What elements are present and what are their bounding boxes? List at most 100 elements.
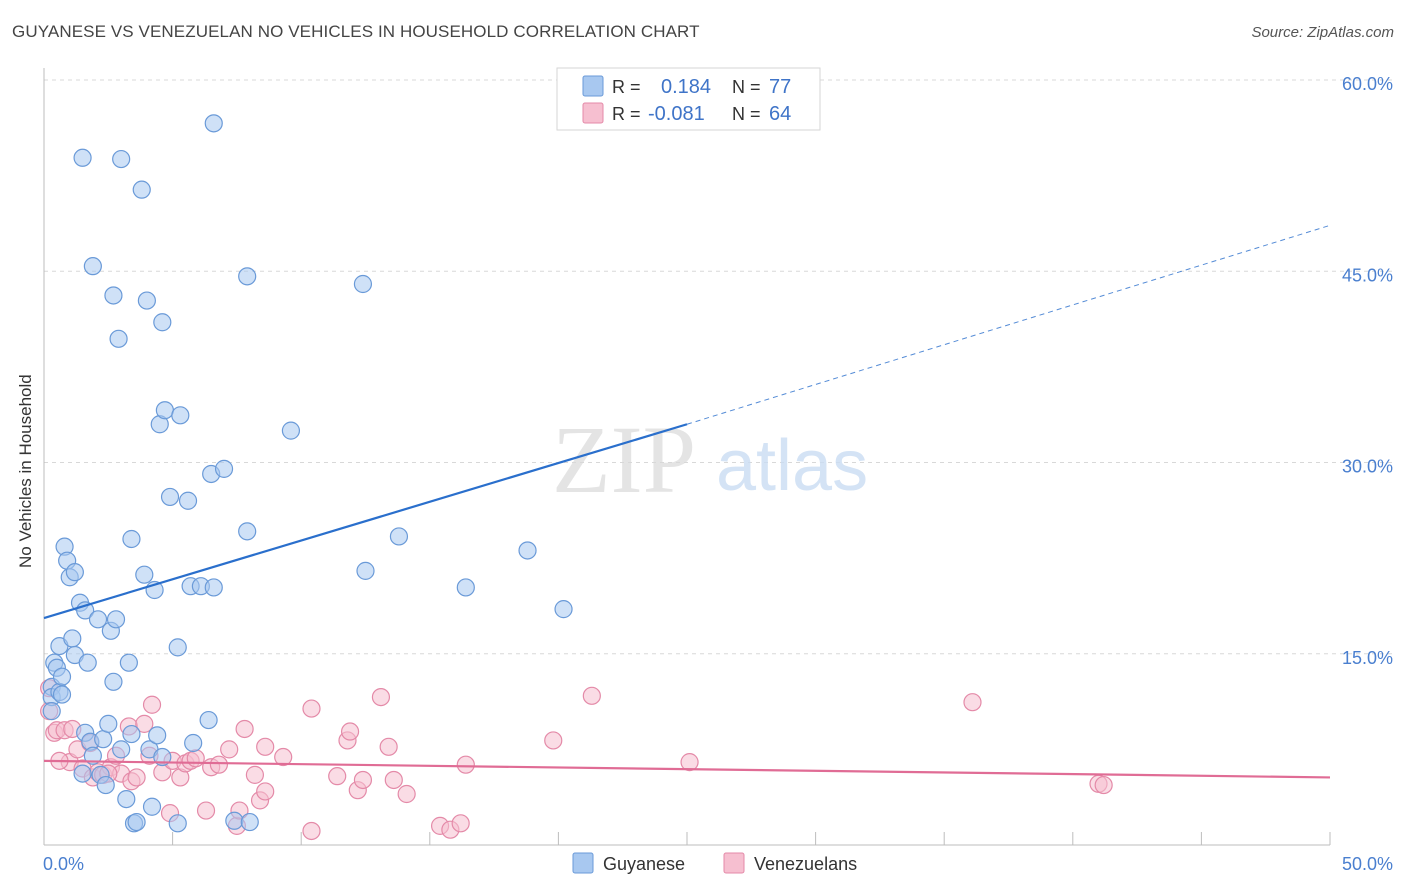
guyanese-point <box>94 730 113 749</box>
guyanese-point <box>96 775 115 795</box>
venezuelan-point <box>680 753 699 772</box>
guyanese-point <box>42 702 61 721</box>
guyanese-point <box>353 274 373 294</box>
guyanese-point <box>65 563 84 582</box>
guyanese-point <box>204 578 223 597</box>
guyanese-point <box>83 257 102 276</box>
venezuelan-point <box>384 770 403 790</box>
legend-n-value-venezuelan: 64 <box>769 103 791 125</box>
x-tick-label: 50.0% <box>1342 854 1393 874</box>
venezuelan-point <box>235 719 254 739</box>
bottom-swatch-venezuelan <box>723 852 745 874</box>
guyanese-point <box>389 527 409 546</box>
guyanese-point <box>518 541 537 560</box>
venezuelan-point <box>209 755 228 774</box>
y-tick-label: 60.0% <box>1342 74 1393 94</box>
y-tick-labels: 15.0% 30.0% 45.0% 60.0% <box>1342 74 1393 668</box>
watermark-atlas: atlas <box>716 426 868 506</box>
venezuelan-point <box>451 814 470 833</box>
legend-r-value-guyanese: 0.184 <box>661 76 711 98</box>
venezuelan-point <box>456 755 475 774</box>
legend-n-value-guyanese: 77 <box>769 76 791 98</box>
guyanese-point <box>184 733 203 753</box>
legend-r-value-venezuelan: -0.081 <box>648 103 705 125</box>
chart-source: Source: ZipAtlas.com <box>1251 24 1394 41</box>
guyanese-trend-line <box>43 423 688 620</box>
guyanese-point <box>104 286 123 305</box>
guyanese-point <box>168 814 187 833</box>
guyanese-point <box>73 148 92 167</box>
guyanese-point <box>142 797 162 816</box>
guyanese-point <box>122 724 141 744</box>
venezuelan-point <box>328 767 347 786</box>
venezuelan-point <box>371 687 391 707</box>
guyanese-point <box>119 653 138 672</box>
venezuelan-point <box>302 699 321 718</box>
guyanese-point <box>83 746 102 765</box>
legend-r-label-venezuelan: R = <box>612 104 641 124</box>
legend-n-label-guyanese: N = <box>732 77 761 97</box>
venezuelan-point <box>256 782 275 801</box>
x-tick-label: 0.0% <box>43 854 84 874</box>
guyanese-point <box>356 561 375 580</box>
venezuelan-point <box>220 740 239 759</box>
legend-r-label-guyanese: R = <box>612 77 641 97</box>
guyanese-point <box>240 812 259 832</box>
guyanese-point <box>204 114 223 133</box>
trend-lines <box>43 224 1331 779</box>
x-tick-labels: 0.0% 50.0% <box>43 854 1393 874</box>
guyanese-point <box>99 714 118 733</box>
stats-legend: R = 0.184 N = 77 R = -0.081 N = 64 <box>556 67 821 131</box>
guyanese-point <box>155 401 174 420</box>
guyanese-point <box>554 600 573 619</box>
venezuelan-point <box>274 747 293 767</box>
legend-n-label-venezuelan: N = <box>732 104 761 124</box>
legend-swatch-guyanese <box>582 75 604 97</box>
guyanese-point <box>137 291 156 310</box>
venezuelan-point <box>1094 775 1113 795</box>
guyanese-point <box>238 522 257 541</box>
guyanese-point <box>112 149 131 169</box>
guyanese-point <box>456 578 475 597</box>
guyanese-point <box>106 610 126 629</box>
bottom-legend-venezuelan: Venezuelans <box>754 854 857 874</box>
guyanese-points <box>42 114 573 833</box>
guyanese-point <box>122 529 141 549</box>
guyanese-point <box>214 459 234 478</box>
y-tick-label: 15.0% <box>1342 648 1393 668</box>
venezuelan-point <box>127 768 146 787</box>
bottom-legend-guyanese: Guyanese <box>603 854 685 874</box>
venezuelan-point <box>379 737 398 756</box>
watermark-zip: ZIP <box>552 406 696 513</box>
guyanese-point <box>63 629 82 648</box>
venezuelan-point <box>544 731 563 750</box>
venezuelan-point <box>186 749 205 768</box>
chart-title: GUYANESE VS VENEZUELAN NO VEHICLES IN HO… <box>12 22 700 41</box>
venezuelan-point <box>963 693 982 712</box>
guyanese-point <box>112 740 131 759</box>
y-tick-label: 45.0% <box>1342 265 1393 285</box>
venezuelan-point <box>397 784 416 804</box>
guyanese-point <box>160 487 180 507</box>
venezuelan-point <box>142 695 162 714</box>
series-legend: Guyanese Venezuelans <box>572 852 857 874</box>
guyanese-point <box>199 710 218 730</box>
bottom-swatch-guyanese <box>572 852 594 874</box>
guyanese-point <box>78 653 97 672</box>
guyanese-point <box>52 667 72 686</box>
venezuelan-points <box>40 679 1113 841</box>
guyanese-point <box>178 491 198 510</box>
y-tick-label: 30.0% <box>1342 457 1393 477</box>
legend-swatch-venezuelan <box>582 102 604 124</box>
guyanese-point <box>73 764 92 783</box>
venezuelan-point <box>196 801 216 820</box>
guyanese-point <box>225 811 244 830</box>
guyanese-point <box>153 313 172 332</box>
guyanese-point <box>148 726 167 745</box>
venezuelan-point <box>245 765 265 784</box>
guyanese-point <box>127 812 146 832</box>
watermark: ZIP atlas <box>552 406 868 513</box>
guyanese-point <box>52 685 72 704</box>
guyanese-point <box>135 565 154 584</box>
